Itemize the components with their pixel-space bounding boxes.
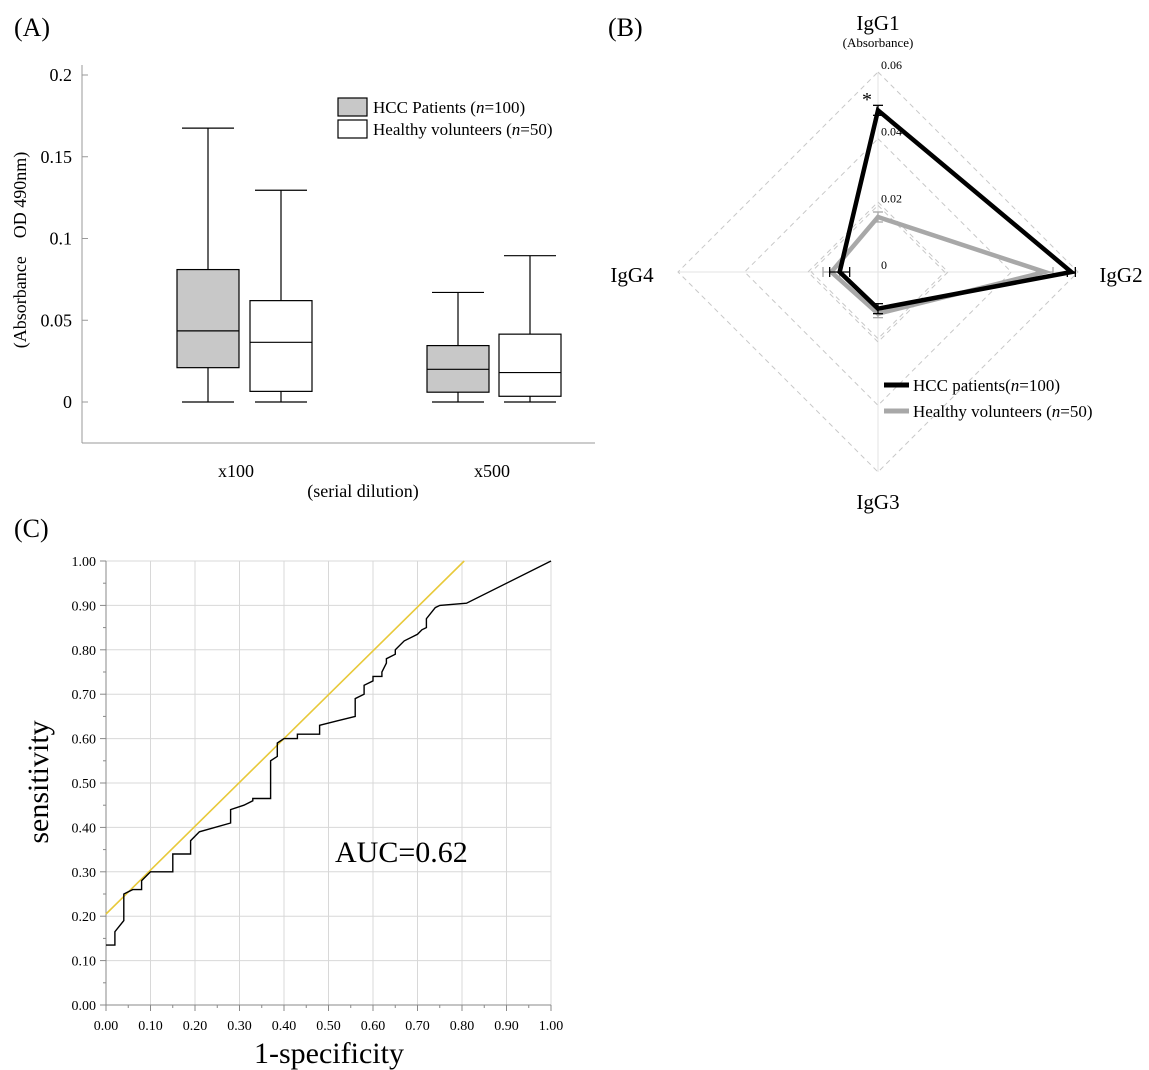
- panel-c-x-tick-label: 0.30: [227, 1019, 252, 1034]
- panel-a-x-axis-label: (serial dilution): [307, 481, 418, 502]
- panel-b-axis-label-igg3: IgG3: [856, 490, 899, 514]
- panel-b-legend: HCC patients(n=100) Healthy volunteers (…: [884, 376, 1093, 421]
- panel-b-ring-label: 0.02: [881, 191, 902, 205]
- panel-a-y-tick-label: 0.1: [50, 229, 73, 249]
- panel-c-series: [105, 560, 552, 946]
- panel-b-errorbar-hcc-igg1: [873, 104, 883, 116]
- panel-c-y-tick-label: 0.60: [72, 733, 97, 748]
- panel-c-y-tick-label: 1.00: [72, 555, 97, 570]
- panel-c-x-tick-label: 0.50: [316, 1019, 341, 1034]
- panel-c-y-tick-label: 0.10: [72, 955, 97, 970]
- panel-c-y-tick-label: 0.20: [72, 910, 97, 925]
- panel-c-x-tick-label: 0.40: [272, 1019, 297, 1034]
- panel-c-x-tick-label: 0.60: [361, 1019, 386, 1034]
- panel-b-errorbar-hcc-igg3: [873, 303, 883, 315]
- panel-b-axis-unit: (Absorbance): [843, 35, 914, 50]
- panel-a: (A) 0 0.05 0.1 0.15 0.2 x100 x500 (serial di…: [10, 13, 595, 502]
- panel-a-legend-swatch-hcc: [337, 97, 368, 117]
- panel-b-series: [822, 104, 1077, 319]
- panel-c-x-tick-label: 0.80: [450, 1019, 475, 1034]
- panel-b-axis-label-igg1: IgG1: [856, 11, 899, 35]
- panel-b-ring-label: 0: [881, 258, 887, 272]
- panel-b-axis-label-igg2: IgG2: [1099, 263, 1142, 287]
- panel-c-line-roc: [106, 560, 552, 946]
- panel-a-box-healthy-x100-iqr: [249, 300, 313, 392]
- panel-a-box-healthy-x500: [498, 255, 562, 403]
- panel-b-errorbar-hcc-igg4: [829, 267, 851, 277]
- panel-a-y-tick-label: 0.2: [50, 65, 73, 85]
- panel-a-x-tick-label-x100: x100: [218, 461, 254, 481]
- panel-a-x-tick-label-x500: x500: [474, 461, 510, 481]
- panel-a-legend-swatch-healthy: [337, 119, 368, 139]
- panel-b-legend-label-hcc: HCC patients(n=100): [913, 376, 1060, 395]
- panel-c-x-tick-label: 0.70: [405, 1019, 430, 1034]
- panel-b-ring-inner: [807, 201, 949, 343]
- panel-c-y-tick-label: 0.40: [72, 821, 97, 836]
- panel-a-box-hcc-x100: [176, 127, 240, 403]
- panel-b-label: (B): [608, 13, 643, 42]
- panel-a-y-tick-label: 0.05: [41, 310, 73, 330]
- panel-c-y-tick-label: 0.80: [72, 644, 97, 659]
- panel-c-x-tick-label: 0.20: [183, 1019, 208, 1034]
- panel-a-legend: HCC Patients (n=100) Healthy volunteers …: [337, 97, 553, 139]
- panel-a-legend-label-hcc: HCC Patients (n=100): [373, 98, 525, 117]
- panel-c-y-tick-label: 0.30: [72, 866, 97, 881]
- panel-a-box-hcc-x500: [426, 291, 490, 403]
- panel-c-y-tick-label: 0.00: [72, 999, 97, 1014]
- panel-c-x-tick-label: 0.90: [494, 1019, 519, 1034]
- panel-c-y-axis-label: sensitivity: [22, 720, 55, 843]
- panel-a-y-axis-label: (Absorbance OD 490nm): [10, 152, 31, 348]
- panel-c: (C) 0.00 0.10 0.20 0.30 0.40 0.50 0.60 0.70 0.80…: [14, 514, 563, 1070]
- panel-b-legend-label-healthy: Healthy volunteers (n=50): [913, 402, 1093, 421]
- panel-b: (B) 00.020.040.06 IgG1 (Absorbance) IgG2…: [608, 11, 1143, 514]
- panel-b-errorbar-healthy-igg1: [873, 211, 883, 223]
- panel-b-series-hcc: [829, 104, 1077, 315]
- panel-c-y-tick-label: 0.50: [72, 777, 97, 792]
- panel-c-label: (C): [14, 514, 49, 543]
- panel-b-ring-label: 0.06: [881, 58, 902, 72]
- panel-b-axis-label-igg4: IgG4: [610, 263, 654, 287]
- panel-a-box-hcc-x100-iqr: [176, 268, 240, 369]
- panel-c-x-tick-label: 0.10: [138, 1019, 163, 1034]
- panel-a-label: (A): [14, 13, 50, 42]
- panel-c-x-axis-label: 1-specificity: [254, 1037, 404, 1070]
- panel-a-boxes: [176, 127, 562, 403]
- panel-c-x-tick-label: 0.00: [94, 1019, 119, 1034]
- panel-a-box-healthy-x500-iqr: [498, 333, 562, 397]
- panel-a-y-ticks: 0 0.05 0.1 0.15 0.2: [41, 65, 88, 412]
- panel-a-box-healthy-x100: [249, 189, 313, 403]
- panel-a-legend-label-healthy: Healthy volunteers (n=50): [373, 120, 553, 139]
- panel-c-grid: 0.00 0.10 0.20 0.30 0.40 0.50 0.60 0.70 0.80 0.90…: [72, 555, 564, 1034]
- panel-c-line-reference: [105, 560, 465, 915]
- panel-a-y-tick-label: 0: [63, 392, 72, 412]
- panel-b-errorbar-hcc-igg2: [1066, 267, 1076, 277]
- panel-c-x-tick-label: 1.00: [539, 1019, 564, 1034]
- panel-c-y-tick-label: 0.90: [72, 599, 97, 614]
- panel-c-y-tick-label: 0.70: [72, 688, 97, 703]
- panel-b-significance-marker: *: [862, 89, 872, 111]
- panel-a-y-tick-label: 0.15: [41, 147, 73, 167]
- panel-c-auc-annotation: AUC=0.62: [335, 836, 468, 869]
